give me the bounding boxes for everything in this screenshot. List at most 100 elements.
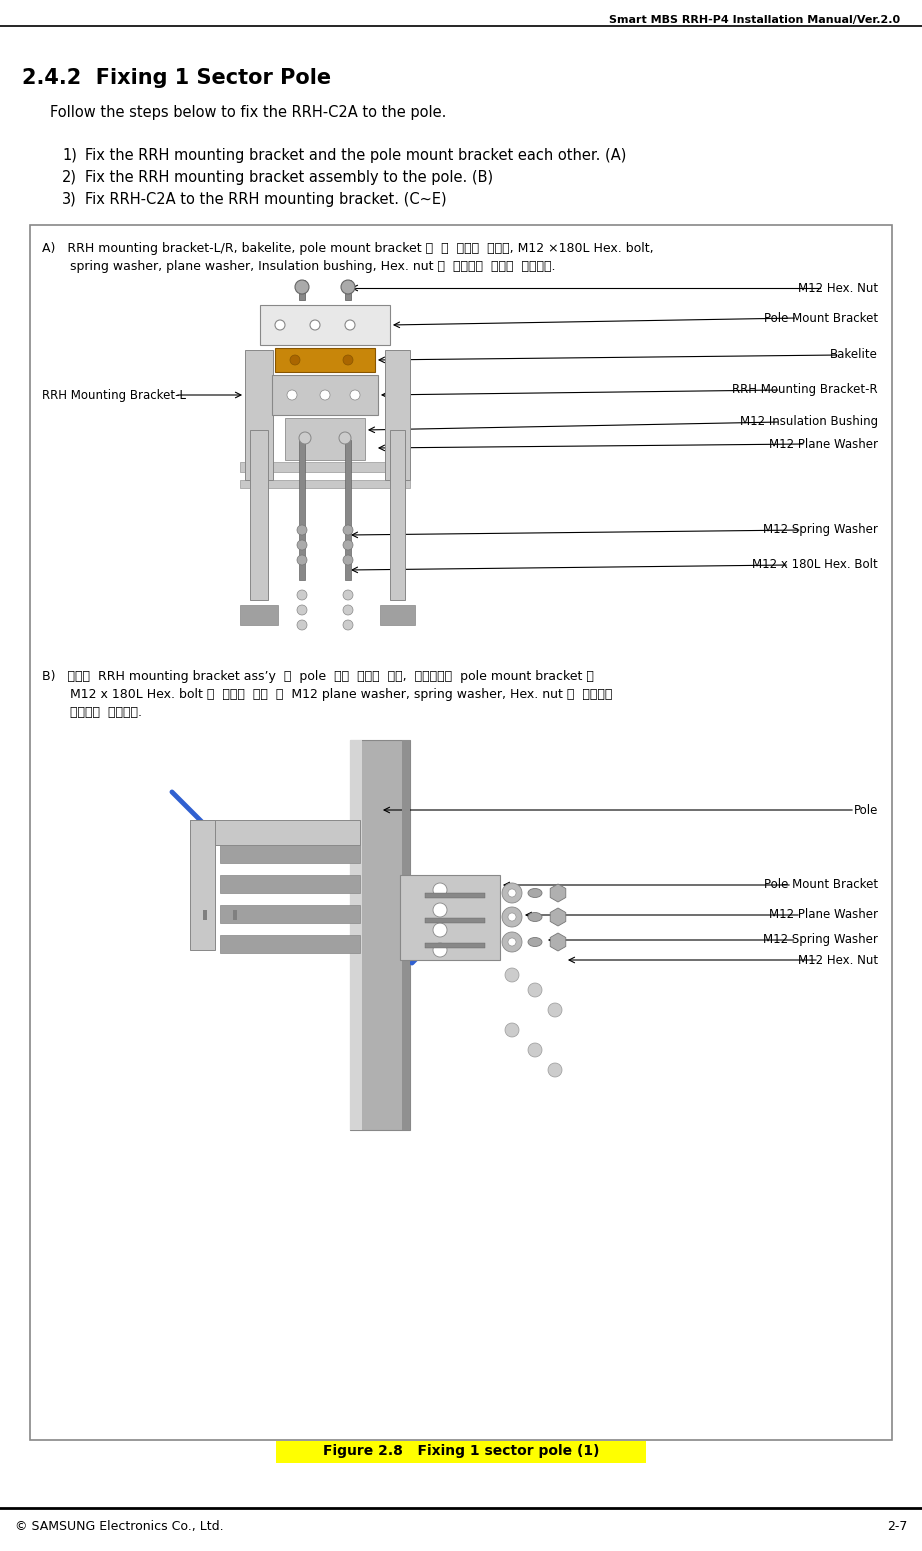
Circle shape <box>343 605 353 616</box>
Circle shape <box>343 620 353 630</box>
Circle shape <box>502 932 522 952</box>
Text: M12 Spring Washer: M12 Spring Washer <box>763 524 878 537</box>
Circle shape <box>350 389 360 400</box>
Circle shape <box>433 943 447 957</box>
Bar <box>345 281 351 299</box>
Circle shape <box>508 914 516 921</box>
Circle shape <box>343 540 353 551</box>
Text: M12 Plane Washer: M12 Plane Washer <box>769 909 878 921</box>
Text: Fix the RRH mounting bracket and the pole mount bracket each other. (A): Fix the RRH mounting bracket and the pol… <box>85 147 626 163</box>
Bar <box>240 462 410 472</box>
Bar <box>220 875 360 893</box>
Circle shape <box>548 1003 562 1017</box>
Circle shape <box>528 983 542 997</box>
Circle shape <box>343 524 353 535</box>
Bar <box>299 440 305 580</box>
Bar <box>299 281 305 299</box>
Circle shape <box>502 883 522 903</box>
Bar <box>240 605 278 625</box>
Bar <box>390 430 405 600</box>
Circle shape <box>290 355 300 364</box>
Bar <box>425 893 485 898</box>
Text: 2.4.2  Fixing 1 Sector Pole: 2.4.2 Fixing 1 Sector Pole <box>22 68 331 88</box>
Bar <box>400 875 500 960</box>
Text: M12 Hex. Nut: M12 Hex. Nut <box>798 954 878 966</box>
Circle shape <box>297 524 307 535</box>
Ellipse shape <box>528 889 542 898</box>
Circle shape <box>548 1062 562 1076</box>
Text: Pole: Pole <box>854 803 878 816</box>
Circle shape <box>297 589 307 600</box>
Ellipse shape <box>528 912 542 921</box>
Bar <box>203 910 207 920</box>
Circle shape <box>320 389 330 400</box>
Bar <box>260 306 390 344</box>
Text: 3): 3) <box>62 192 77 206</box>
Text: © SAMSUNG Electronics Co., Ltd.: © SAMSUNG Electronics Co., Ltd. <box>15 1520 224 1532</box>
Circle shape <box>343 355 353 364</box>
Circle shape <box>299 433 311 444</box>
Bar <box>285 419 365 461</box>
Text: Follow the steps below to fix the RRH-C2A to the pole.: Follow the steps below to fix the RRH-C2… <box>50 105 446 119</box>
Text: Figure 2.8   Fixing 1 sector pole (1): Figure 2.8 Fixing 1 sector pole (1) <box>323 1444 599 1458</box>
Circle shape <box>528 1042 542 1056</box>
Circle shape <box>433 883 447 896</box>
Circle shape <box>433 923 447 937</box>
Circle shape <box>505 968 519 982</box>
Text: B)   조립된  RRH mounting bracket ass’y  를  pole  고정  위치에  놀고,  반대쪽에서  pole mount b: B) 조립된 RRH mounting bracket ass’y 를 pole… <box>42 670 594 682</box>
Text: Pole Mount Bracket: Pole Mount Bracket <box>763 312 878 324</box>
Bar <box>233 910 237 920</box>
Text: Fix the RRH mounting bracket assembly to the pole. (B): Fix the RRH mounting bracket assembly to… <box>85 171 493 185</box>
Bar <box>220 845 360 862</box>
Circle shape <box>297 605 307 616</box>
Circle shape <box>297 620 307 630</box>
Circle shape <box>508 889 516 896</box>
Text: Fix RRH-C2A to the RRH mounting bracket. (C~E): Fix RRH-C2A to the RRH mounting bracket.… <box>85 192 446 206</box>
Bar <box>380 605 415 625</box>
Circle shape <box>343 555 353 565</box>
Circle shape <box>502 907 522 927</box>
Bar <box>220 904 360 923</box>
Bar <box>275 347 375 372</box>
Text: M12 Insulation Bushing: M12 Insulation Bushing <box>739 416 878 428</box>
Text: 견고하게  고정한다.: 견고하게 고정한다. <box>42 706 142 720</box>
Text: RRH Mounting Bracket-R: RRH Mounting Bracket-R <box>732 383 878 397</box>
Text: M12 Plane Washer: M12 Plane Washer <box>769 437 878 450</box>
Text: M12 x 180L Hex. Bolt: M12 x 180L Hex. Bolt <box>752 558 878 571</box>
Circle shape <box>295 281 309 295</box>
Circle shape <box>505 1024 519 1038</box>
Text: RRH Mounting Bracket-L: RRH Mounting Bracket-L <box>42 388 186 402</box>
Bar <box>240 479 410 489</box>
Bar <box>272 375 378 416</box>
Text: M12 Hex. Nut: M12 Hex. Nut <box>798 281 878 295</box>
Circle shape <box>287 389 297 400</box>
Circle shape <box>433 903 447 917</box>
Circle shape <box>297 555 307 565</box>
Circle shape <box>297 540 307 551</box>
Bar <box>245 351 273 479</box>
Circle shape <box>508 938 516 946</box>
Bar <box>350 740 410 1131</box>
Bar <box>385 351 410 479</box>
Text: A)   RRH mounting bracket-L/R, bakelite, pole mount bracket 의  홈  위치를  맞추고, M12 : A) RRH mounting bracket-L/R, bakelite, p… <box>42 242 654 254</box>
Bar <box>250 430 268 600</box>
Circle shape <box>343 589 353 600</box>
Circle shape <box>345 320 355 330</box>
Bar <box>190 820 215 951</box>
Bar <box>425 943 485 948</box>
Bar <box>345 440 351 580</box>
Circle shape <box>275 320 285 330</box>
Text: spring washer, plane washer, Insulation bushing, Hex. nut 를  사용하여  견고히  고정한다.: spring washer, plane washer, Insulation … <box>42 261 555 273</box>
Circle shape <box>341 281 355 295</box>
Text: 1): 1) <box>62 147 77 163</box>
Bar <box>402 740 410 1131</box>
Text: 2-7: 2-7 <box>887 1520 907 1532</box>
Circle shape <box>339 433 351 444</box>
Circle shape <box>310 320 320 330</box>
Text: Pole Mount Bracket: Pole Mount Bracket <box>763 878 878 892</box>
Text: M12 x 180L Hex. bolt 에  맞추어  끼운  후  M12 plane washer, spring washer, Hex. nut 를 : M12 x 180L Hex. bolt 에 맞추어 끼운 후 M12 plan… <box>42 689 612 701</box>
Bar <box>30 225 892 1439</box>
Text: Bakelite: Bakelite <box>830 349 878 361</box>
Text: 2): 2) <box>62 171 77 185</box>
Text: Smart MBS RRH-P4 Installation Manual/Ver.2.0: Smart MBS RRH-P4 Installation Manual/Ver… <box>609 16 900 25</box>
